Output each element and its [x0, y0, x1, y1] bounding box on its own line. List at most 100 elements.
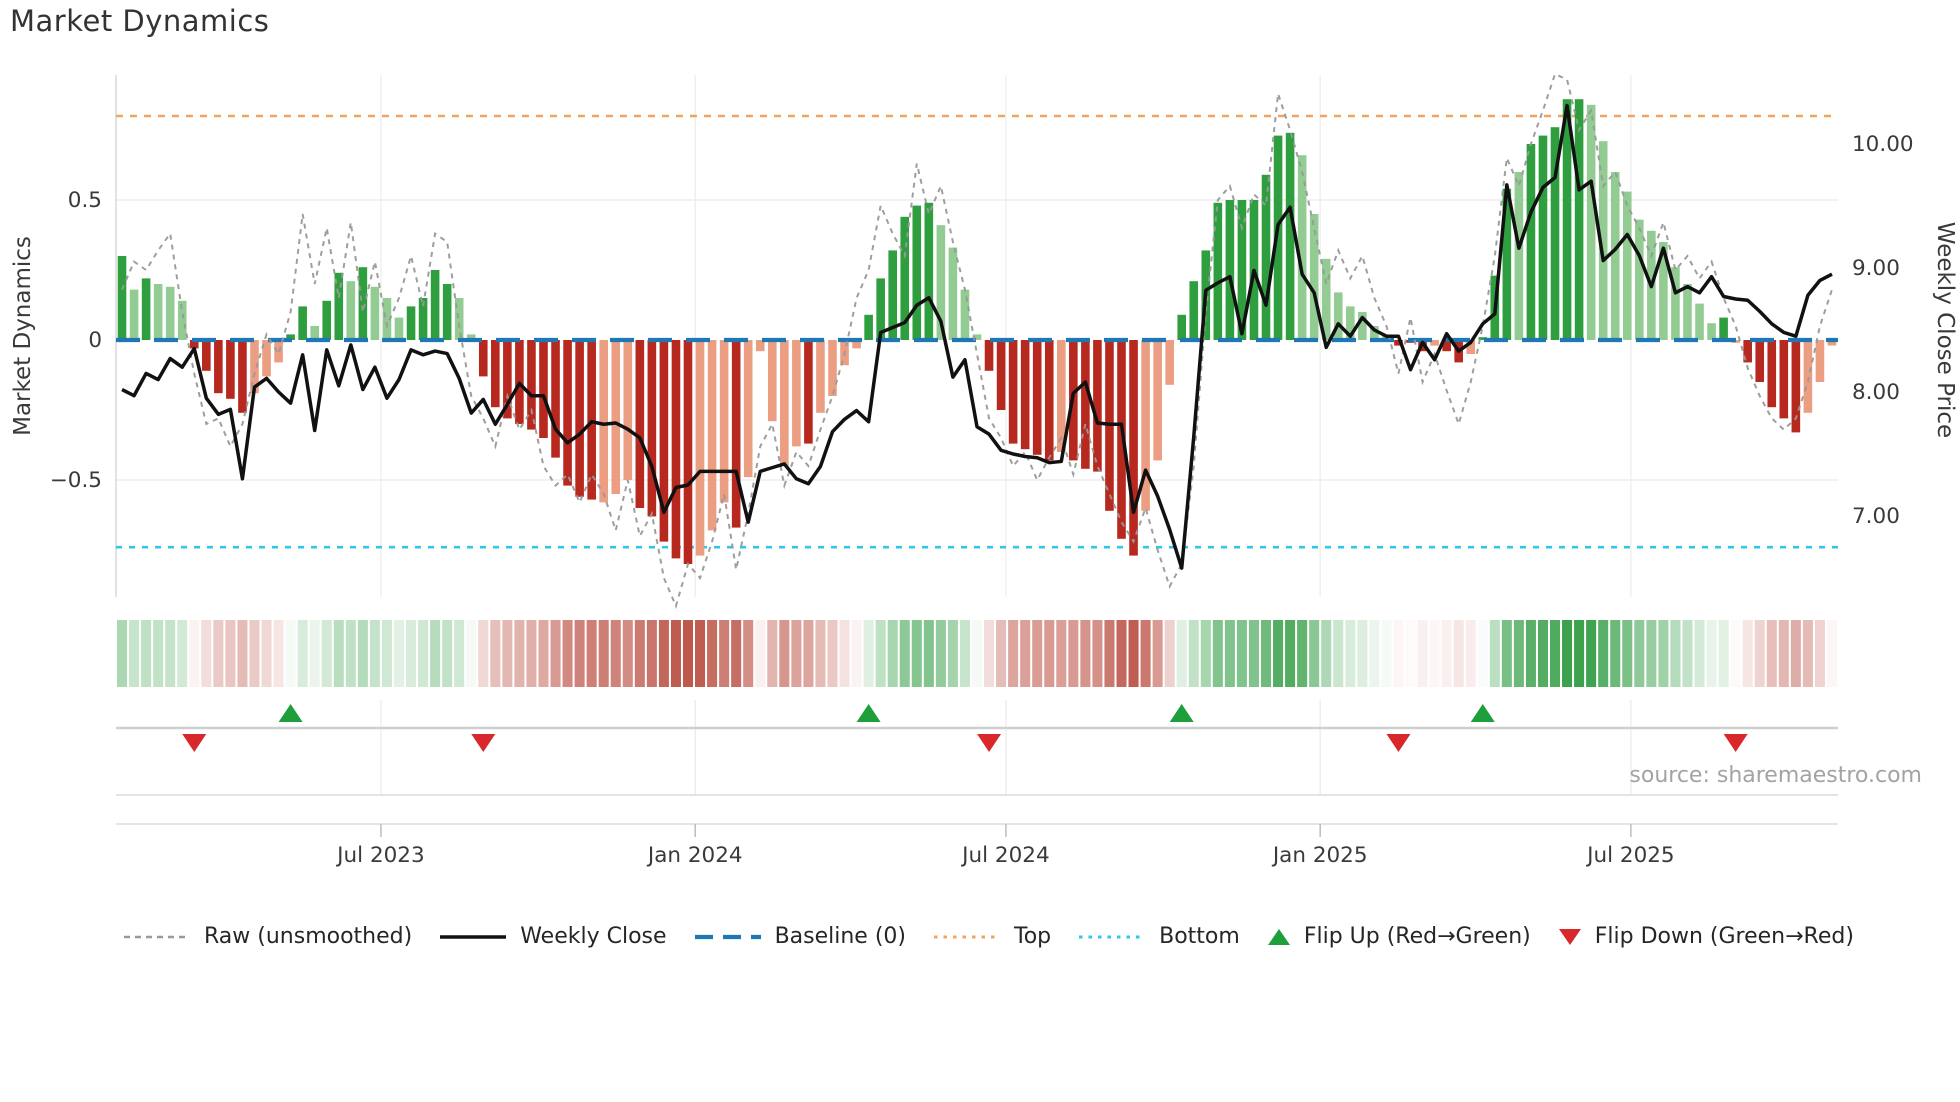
- oscillator-bar: [1779, 340, 1789, 419]
- oscillator-bar: [707, 340, 717, 531]
- heatmap-cell: [478, 620, 489, 687]
- oscillator-bar: [214, 340, 223, 394]
- heatmap-cell: [1501, 620, 1512, 687]
- heatmap-cell: [1562, 620, 1573, 687]
- oscillator-bar: [466, 334, 476, 340]
- oscillator-bar: [1346, 306, 1355, 340]
- heatmap-cell: [1128, 620, 1139, 687]
- flip-up-marker: [278, 704, 303, 722]
- tri-up-legend-swatch: [1267, 928, 1290, 945]
- heatmap-cell: [1333, 620, 1344, 687]
- oscillator-bar: [659, 340, 669, 542]
- heatmap-cell: [249, 620, 260, 687]
- heatmap-cell: [1188, 620, 1199, 687]
- oscillator-bar: [1093, 340, 1102, 472]
- oscillator-bar: [1430, 340, 1439, 346]
- legend-item-3: Top: [932, 924, 1051, 949]
- oscillator-bar: [1791, 340, 1801, 433]
- oscillator-bar: [960, 289, 970, 340]
- y-right-tick-label: 10.00: [1852, 132, 1914, 157]
- oscillator-bar: [346, 281, 356, 340]
- heatmap-cell: [418, 620, 429, 687]
- oscillator-bar: [1514, 172, 1524, 340]
- heatmap-cell: [971, 620, 983, 687]
- oscillator-bar: [1370, 326, 1379, 340]
- heatmap-cell: [719, 620, 730, 687]
- oscillator-bar: [117, 256, 127, 340]
- heatmap-cell: [357, 620, 368, 687]
- heatmap-cell: [598, 620, 609, 687]
- oscillator-bar: [599, 340, 608, 503]
- oscillator-bar: [996, 340, 1006, 410]
- oscillator-bar: [1610, 172, 1620, 340]
- oscillator-bar: [177, 300, 187, 340]
- legend-label: Weekly Close: [520, 924, 667, 949]
- x-tick-label: Jan 2025: [1271, 843, 1368, 868]
- oscillator-bar: [1707, 323, 1716, 340]
- x-tick-label: Jul 2023: [335, 843, 425, 868]
- heatmap-cell: [1537, 620, 1548, 687]
- heatmap-cell: [1610, 620, 1621, 687]
- heatmap-cell: [670, 620, 681, 687]
- heatmap-cell: [996, 620, 1007, 687]
- legend-item-6: Flip Down (Green→Red): [1557, 924, 1854, 949]
- oscillator-bar: [695, 340, 705, 556]
- heatmap-cell: [213, 620, 224, 687]
- oscillator-bar: [406, 306, 416, 340]
- heatmap-cell: [1092, 620, 1103, 687]
- oscillator-bar: [1225, 200, 1235, 340]
- oscillator-bar: [1321, 258, 1331, 340]
- heatmap-cell: [1802, 620, 1813, 687]
- heatmap-cell: [1525, 620, 1536, 687]
- heatmap-cell: [984, 620, 995, 687]
- oscillator-bar: [1767, 340, 1777, 408]
- heatmap-cell: [1634, 620, 1645, 687]
- oscillator-bar: [936, 225, 946, 340]
- heatmap-cell: [129, 620, 140, 687]
- oscillator-bar: [1309, 214, 1319, 340]
- oscillator-bar: [1502, 188, 1512, 340]
- oscillator-bar: [334, 272, 344, 340]
- heatmap-cell: [695, 620, 706, 687]
- heatmap-cell: [935, 620, 946, 687]
- heatmap-cell: [851, 620, 862, 687]
- heatmap-cell: [815, 620, 826, 687]
- flip-up-marker: [856, 704, 881, 722]
- heatmap-cell: [779, 620, 790, 687]
- oscillator-bar: [1237, 200, 1247, 340]
- y-left-tick-label: −0.5: [50, 468, 102, 493]
- heatmap-cell: [1658, 620, 1669, 687]
- oscillator-bar: [1622, 191, 1632, 340]
- heatmap-cell: [1586, 620, 1597, 687]
- heatmap-cell: [1345, 620, 1356, 687]
- heatmap-cell: [333, 620, 344, 687]
- oscillator-bar: [743, 340, 753, 478]
- oscillator-bar: [298, 306, 307, 340]
- oscillator-bar: [623, 340, 633, 480]
- oscillator-bar: [503, 340, 512, 419]
- oscillator-bar: [587, 340, 596, 500]
- heatmap-cell: [1682, 620, 1693, 687]
- heatmap-cell: [863, 620, 874, 687]
- oscillator-bar: [394, 317, 404, 340]
- heatmap-cell: [201, 620, 212, 687]
- heatmap-cell: [1465, 620, 1476, 687]
- heatmap-cell: [707, 620, 718, 687]
- heatmap-cell: [1814, 620, 1825, 687]
- heatmap-cell: [1224, 620, 1235, 687]
- heatmap-cell: [1453, 620, 1464, 687]
- oscillator-bar: [575, 340, 584, 497]
- oscillator-bar: [1562, 99, 1572, 340]
- heatmap-cell: [309, 620, 320, 687]
- legend-label: Raw (unsmoothed): [204, 924, 413, 949]
- heatmap-cell: [345, 620, 356, 687]
- heatmap-cell: [1273, 620, 1284, 687]
- oscillator-bar: [165, 286, 175, 340]
- heatmap-cell: [947, 620, 958, 687]
- oscillator-bar: [948, 247, 958, 340]
- legend-label: Flip Down (Green→Red): [1594, 924, 1854, 949]
- heatmap-cell: [430, 620, 441, 687]
- oscillator-bar: [635, 340, 645, 508]
- oscillator-bar: [527, 340, 536, 430]
